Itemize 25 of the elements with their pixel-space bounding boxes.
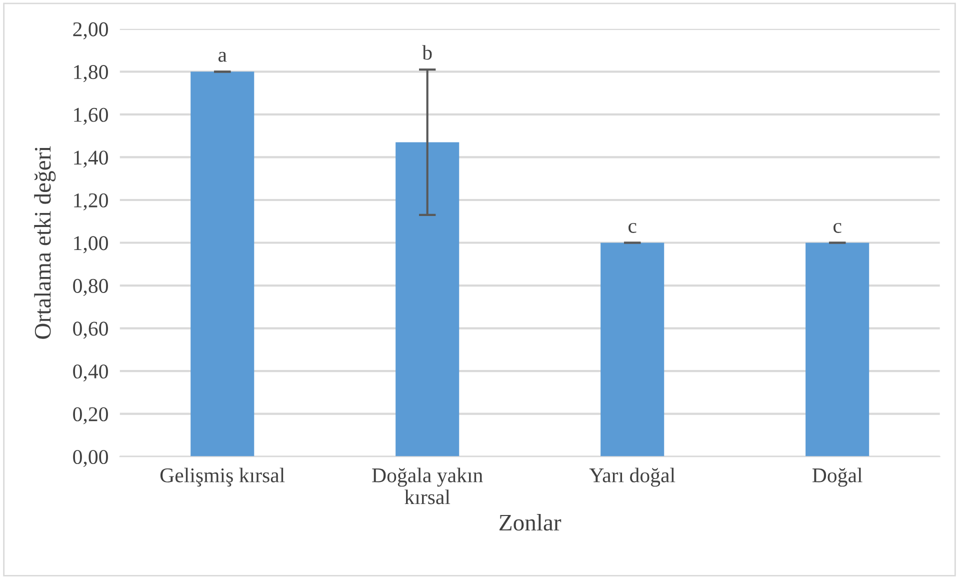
y-tick-label: 1,80 [74,65,108,82]
annotation: a [218,52,227,62]
y-tick-label: 2,00 [73,22,108,40]
y-tick-label: 1,20 [74,193,108,210]
y-axis-title: Ortalama etki değeri [34,146,56,339]
y-tick-label: 0,00 [73,450,108,468]
annotation: c [833,222,842,233]
y-tick-label: 1,60 [74,108,108,125]
bar [190,72,254,457]
y-tick-label: 1,00 [74,236,108,254]
x-tick-label: Doğala yakın kırsal [372,468,483,504]
y-tick-label: 0,40 [73,364,108,382]
bar [806,242,870,457]
y-tick-label: 0,60 [73,322,108,339]
y-tick-label: 0,20 [73,407,108,424]
y-tick-label: 0,80 [73,278,108,296]
annotation: b [422,45,432,60]
annotation: c [628,222,636,233]
x-tick-label: Doğal [812,468,862,487]
y-tick-label: 1,40 [74,150,108,168]
x-tick-label: Yarı doğal [589,468,676,487]
x-tick-label: Gelişmiş kırsal [160,468,285,487]
bar [600,242,664,457]
bar [396,142,460,457]
x-axis-title: Zonlar [500,514,562,531]
